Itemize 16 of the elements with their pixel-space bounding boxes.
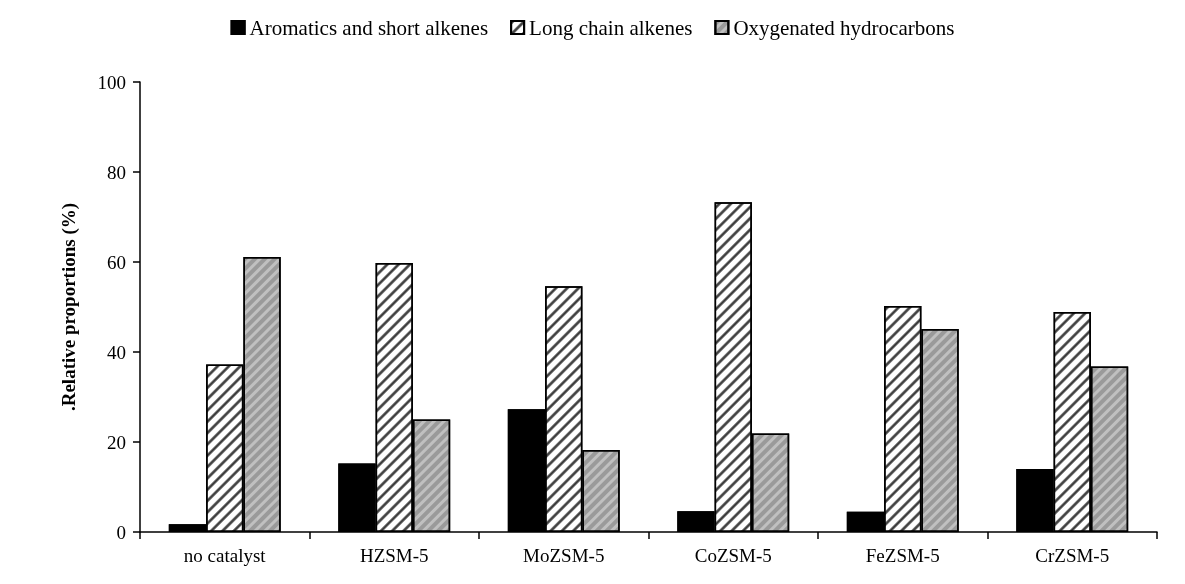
y-tick-label: 20 bbox=[107, 431, 126, 453]
x-tick-label: no catalyst bbox=[183, 545, 267, 566]
x-tick-label: MoZSM-5 bbox=[523, 545, 605, 566]
y-tick-label: 0 bbox=[116, 521, 126, 543]
y-axis-title: .Relative proportions (%) bbox=[58, 202, 80, 412]
x-tick-label: CoZSM-5 bbox=[694, 545, 772, 566]
legend-label: Oxygenated hydrocarbons bbox=[733, 15, 955, 40]
legend-label: Long chain alkenes bbox=[529, 15, 693, 40]
y-tick-label: 80 bbox=[107, 161, 126, 183]
x-tick-label: HZSM-5 bbox=[359, 545, 429, 566]
y-tick-label: 100 bbox=[97, 71, 126, 93]
x-tick-label: CrZSM-5 bbox=[1035, 545, 1110, 566]
y-tick-label: 40 bbox=[107, 341, 126, 363]
y-tick-label: 60 bbox=[107, 251, 126, 273]
x-tick-label: FeZSM-5 bbox=[865, 545, 940, 566]
legend-label: Aromatics and short alkenes bbox=[249, 15, 489, 40]
